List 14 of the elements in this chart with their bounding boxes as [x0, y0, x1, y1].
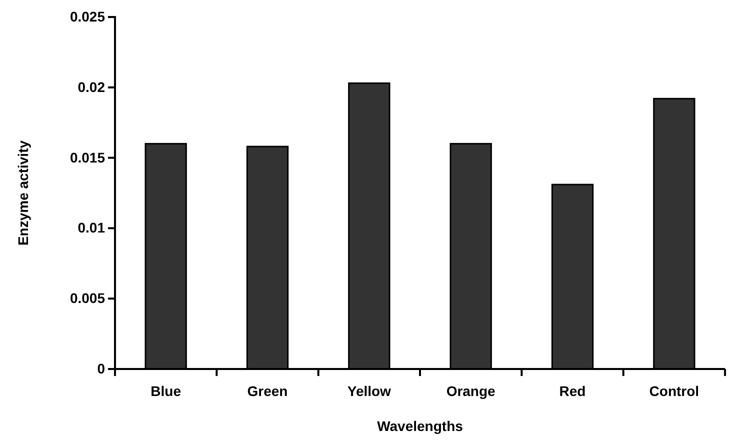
x-tick-label: Green [247, 383, 288, 399]
x-tick-label: Control [649, 383, 700, 399]
y-tick-label: 0.02 [78, 78, 106, 95]
y-tick-label: 0.005 [70, 290, 106, 306]
x-axis-title: Wavelengths [377, 418, 464, 434]
y-tick-label: 0.01 [78, 220, 106, 236]
x-tick-label: Blue [150, 383, 182, 399]
x-tick-label: Red [559, 383, 586, 399]
y-tick-label: 0.025 [70, 8, 106, 24]
y-tick-label: 0 [97, 360, 106, 376]
x-tick-label: Orange [446, 383, 496, 399]
y-tick-label: 0.015 [70, 149, 106, 166]
x-tick-label: Yellow [347, 383, 392, 399]
y-axis-title: Enzyme activity [15, 140, 31, 246]
